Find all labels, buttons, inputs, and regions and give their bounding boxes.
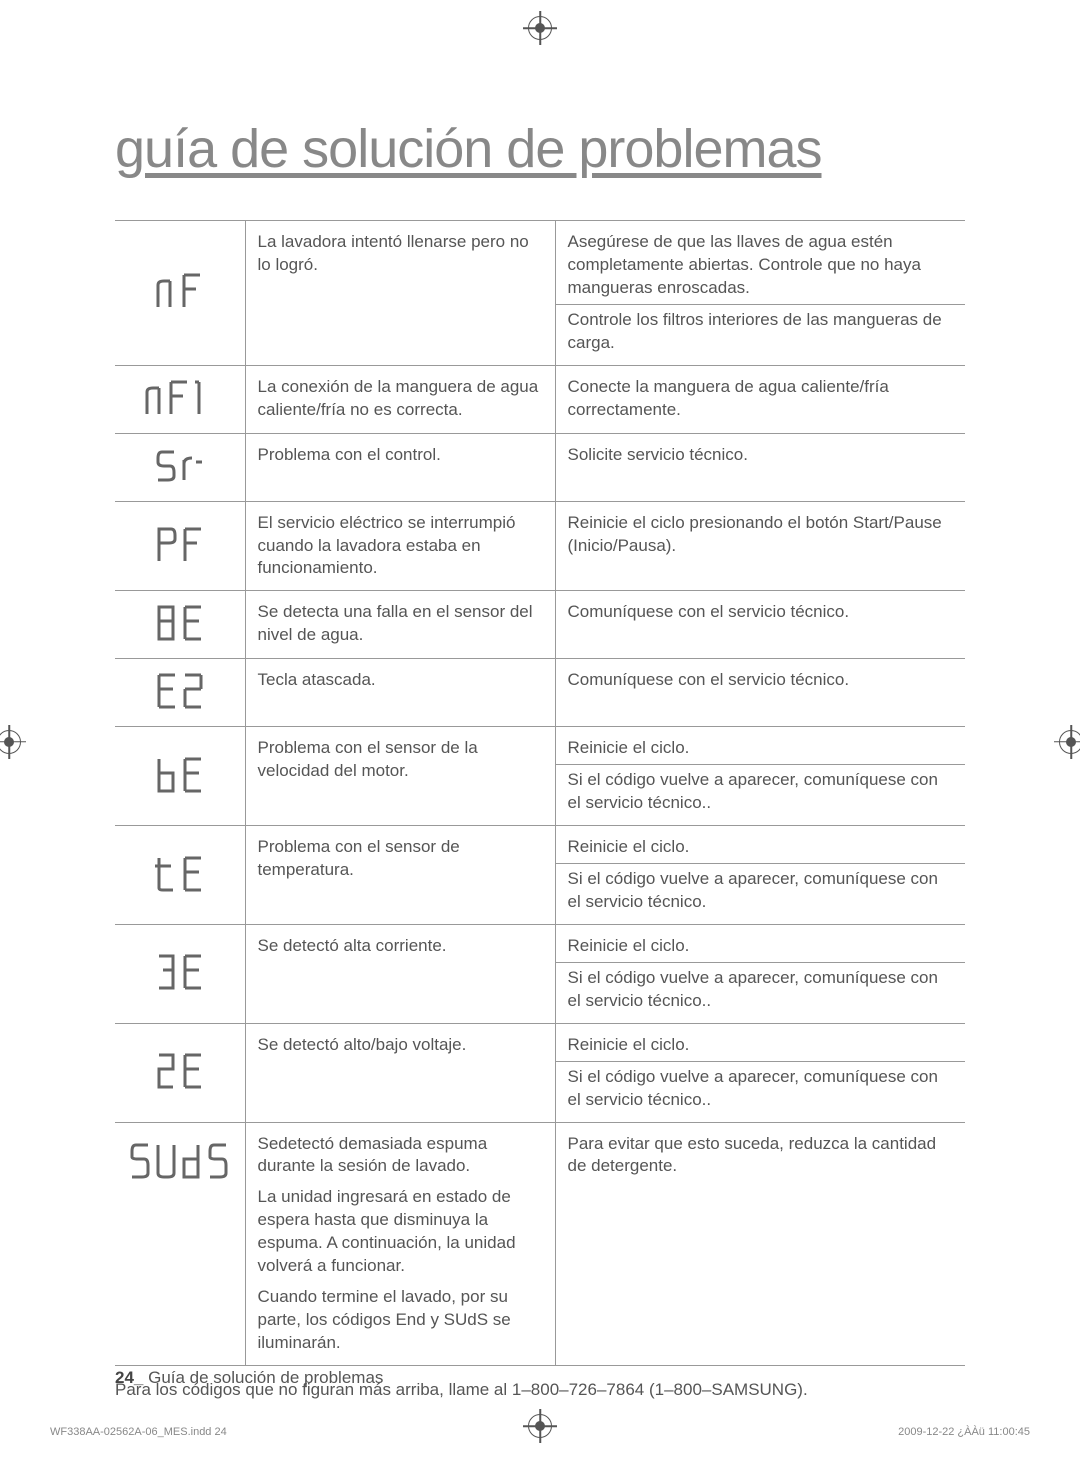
symptom-cell: Problema con el control. — [245, 433, 555, 501]
table-row: Tecla atascada. Comuníquese con el servi… — [115, 659, 965, 727]
table-row: La conexión de la manguera de agua calie… — [115, 365, 965, 433]
solution-cell: Si el código vuelve a aparecer, comuníqu… — [555, 765, 965, 826]
solution-cell: Solicite servicio técnico. — [555, 433, 965, 501]
solution-cell: Reinicie el ciclo. — [555, 727, 965, 765]
symptom-cell: La conexión de la manguera de agua calie… — [245, 365, 555, 433]
solution-cell: Comuníquese con el servicio técnico. — [555, 591, 965, 659]
solution-cell: Controle los filtros interiores de las m… — [555, 304, 965, 365]
solution-cell: Reinicie el ciclo. — [555, 924, 965, 962]
registration-mark — [528, 16, 552, 40]
error-codes-table: La lavadora intentó llenarse pero no lo … — [115, 220, 965, 1366]
error-code-cell — [115, 826, 245, 925]
error-code-cell — [115, 221, 245, 366]
solution-cell: Asegúrese de que las llaves de agua esté… — [555, 221, 965, 305]
footer-label: Guía de solución de problemas — [143, 1368, 383, 1387]
table-row: Problema con el sensor de temperatura. R… — [115, 826, 965, 864]
error-code-cell — [115, 1023, 245, 1122]
code-icon — [151, 667, 209, 711]
symptom-cell: El servicio eléctrico se interrumpió cua… — [245, 501, 555, 591]
code-icon — [151, 599, 209, 643]
error-code-cell — [115, 433, 245, 501]
symptom-cell: Tecla atascada. — [245, 659, 555, 727]
symptom-cell: Problema con el sensor de la velocidad d… — [245, 727, 555, 826]
solution-cell: Si el código vuelve a aparecer, comuníqu… — [555, 864, 965, 925]
code-icon — [151, 948, 209, 992]
solution-cell: Reinicie el ciclo presionando el botón S… — [555, 501, 965, 591]
table-row: Sedetectó demasiada espuma durante la se… — [115, 1122, 965, 1365]
symptom-text: Sedetectó demasiada espuma durante la se… — [258, 1133, 543, 1179]
page-title: guía de solución de problemas — [115, 118, 965, 180]
solution-cell: Comuníquese con el servicio técnico. — [555, 659, 965, 727]
code-icon — [151, 751, 209, 795]
symptom-cell: La lavadora intentó llenarse pero no lo … — [245, 221, 555, 366]
page-number: 24_ — [115, 1368, 143, 1387]
solution-cell: Reinicie el ciclo. — [555, 1023, 965, 1061]
code-icon — [150, 267, 210, 311]
error-code-cell — [115, 924, 245, 1023]
code-icon — [126, 1137, 234, 1181]
error-code-cell — [115, 591, 245, 659]
registration-mark — [528, 1414, 552, 1438]
error-code-cell — [115, 501, 245, 591]
symptom-text: Cuando termine el lavado, por su parte, … — [258, 1286, 543, 1355]
solution-cell: Conecte la manguera de agua caliente/frí… — [555, 365, 965, 433]
print-filename: WF338AA-02562A-06_MES.indd 24 — [50, 1426, 227, 1438]
symptom-text: La unidad ingresará en estado de espera … — [258, 1186, 543, 1278]
page-content: guía de solución de problemas La lavador… — [115, 118, 965, 1400]
page-footer: 24_ Guía de solución de problemas — [115, 1368, 383, 1388]
symptom-cell: Se detectó alto/bajo voltaje. — [245, 1023, 555, 1122]
code-icon — [150, 442, 210, 486]
print-timestamp: 2009-12-22 ¿ÀÀü 11:00:45 — [898, 1426, 1030, 1438]
table-row: Se detecta una falla en el sensor del ni… — [115, 591, 965, 659]
error-code-cell — [115, 365, 245, 433]
code-icon — [151, 1047, 209, 1091]
symptom-cell: Se detecta una falla en el sensor del ni… — [245, 591, 555, 659]
table-row: Problema con el control. Solicite servic… — [115, 433, 965, 501]
registration-mark — [1059, 730, 1080, 754]
code-icon — [141, 374, 219, 418]
solution-cell: Si el código vuelve a aparecer, comuníqu… — [555, 962, 965, 1023]
solution-cell: Reinicie el ciclo. — [555, 826, 965, 864]
symptom-cell: Sedetectó demasiada espuma durante la se… — [245, 1122, 555, 1365]
code-icon — [151, 521, 209, 565]
error-code-cell — [115, 659, 245, 727]
table-row: El servicio eléctrico se interrumpió cua… — [115, 501, 965, 591]
error-code-cell — [115, 727, 245, 826]
table-row: La lavadora intentó llenarse pero no lo … — [115, 221, 965, 305]
error-code-cell — [115, 1122, 245, 1365]
table-row: Se detectó alta corriente. Reinicie el c… — [115, 924, 965, 962]
table-row: Se detectó alto/bajo voltaje. Reinicie e… — [115, 1023, 965, 1061]
solution-cell: Si el código vuelve a aparecer, comuníqu… — [555, 1061, 965, 1122]
code-icon — [151, 850, 209, 894]
symptom-cell: Problema con el sensor de temperatura. — [245, 826, 555, 925]
registration-mark — [0, 730, 21, 754]
solution-cell: Para evitar que esto suceda, reduzca la … — [555, 1122, 965, 1365]
symptom-cell: Se detectó alta corriente. — [245, 924, 555, 1023]
table-row: Problema con el sensor de la velocidad d… — [115, 727, 965, 765]
